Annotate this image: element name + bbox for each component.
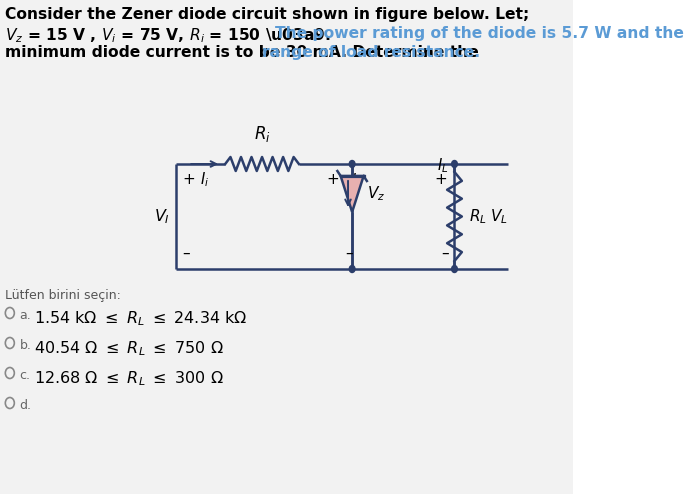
Text: $V_z$ = 15 V , $V_i$ = 75 V, $R_i$ = 150 \u03a9.: $V_z$ = 15 V , $V_i$ = 75 V, $R_i$ = 150… [5,26,332,44]
Circle shape [349,265,355,273]
Text: Lütfen birini seçin:: Lütfen birini seçin: [5,289,121,302]
Text: +: + [183,172,195,187]
Text: 40.54 $\Omega$ $\leq$ $R_L$ $\leq$ 750 $\Omega$: 40.54 $\Omega$ $\leq$ $R_L$ $\leq$ 750 $… [34,339,224,358]
Text: c.: c. [20,369,31,382]
Text: b.: b. [20,339,32,352]
Text: Consider the Zener diode circuit shown in figure below. Let;: Consider the Zener diode circuit shown i… [5,7,529,22]
Text: $V_I$: $V_I$ [153,207,169,226]
Text: $R_i$: $R_i$ [253,124,270,144]
Text: $R_L$: $R_L$ [469,207,487,226]
Text: $I_L$: $I_L$ [438,157,449,175]
Text: –: – [346,246,354,261]
Text: a.: a. [20,309,32,322]
Text: –: – [183,246,190,261]
Text: The power rating of the diode is 5.7 W and the: The power rating of the diode is 5.7 W a… [275,26,684,41]
Text: d.: d. [20,399,32,412]
Text: $I_z$: $I_z$ [351,171,363,190]
Text: $V_z$: $V_z$ [367,185,385,204]
Circle shape [452,161,457,167]
Text: 1.54 k$\Omega$ $\leq$ $R_L$ $\leq$ 24.34 k$\Omega$: 1.54 k$\Omega$ $\leq$ $R_L$ $\leq$ 24.34… [34,309,248,328]
Circle shape [452,265,457,273]
Circle shape [349,161,355,167]
Text: +: + [434,172,447,187]
Text: $V_L$: $V_L$ [490,207,507,226]
Text: $I_i$: $I_i$ [200,170,209,189]
Text: minimum diode current is to be 30 mA. Determine the: minimum diode current is to be 30 mA. De… [5,45,484,60]
Text: +: + [326,172,339,187]
Text: range of load resistance.: range of load resistance. [262,45,480,60]
Text: –: – [442,246,449,261]
Text: 12.68 $\Omega$ $\leq$ $R_L$ $\leq$ 300 $\Omega$: 12.68 $\Omega$ $\leq$ $R_L$ $\leq$ 300 $… [34,369,224,388]
Polygon shape [341,176,363,212]
